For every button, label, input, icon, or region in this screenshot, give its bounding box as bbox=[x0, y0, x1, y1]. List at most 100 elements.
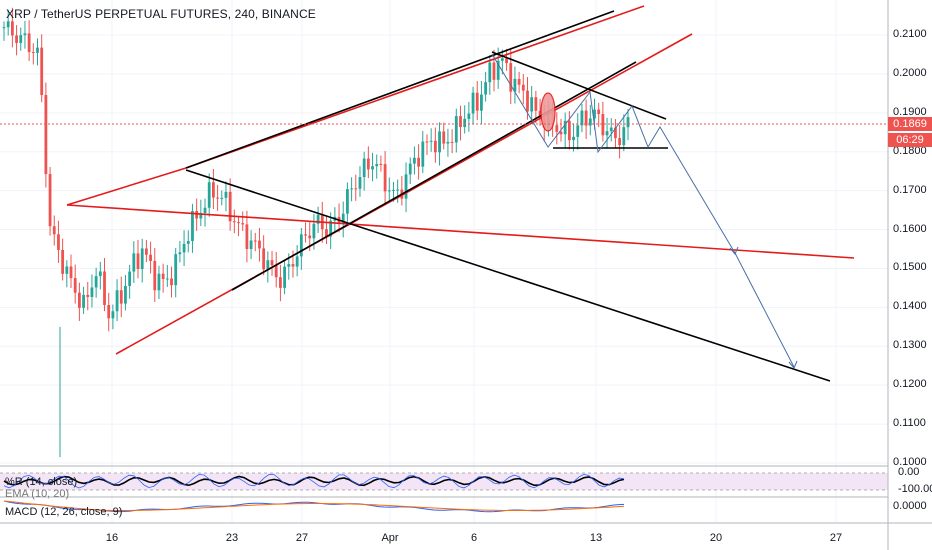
candle-body bbox=[203, 207, 207, 214]
candle-body bbox=[429, 140, 433, 142]
candle-body bbox=[555, 125, 559, 132]
candle-body bbox=[484, 82, 488, 95]
candle-body bbox=[329, 220, 333, 237]
williams-r-panel[interactable] bbox=[0, 465, 888, 491]
candle-body bbox=[153, 260, 157, 291]
candle-body bbox=[57, 234, 60, 250]
countdown-tag: 06:29 bbox=[888, 133, 932, 147]
candle-body bbox=[136, 253, 140, 269]
candle-body bbox=[48, 174, 52, 227]
triangle-upper-line[interactable] bbox=[491, 51, 667, 120]
williams-r-label[interactable]: %R (14, close) bbox=[5, 476, 78, 488]
candle-body bbox=[371, 166, 374, 170]
candle-body bbox=[6, 21, 10, 28]
highlight-ellipse[interactable] bbox=[540, 92, 556, 132]
candle-body bbox=[521, 84, 525, 91]
candle-body bbox=[195, 210, 199, 219]
candle-body bbox=[417, 157, 421, 167]
candle-body bbox=[241, 223, 245, 225]
candle-body bbox=[614, 127, 617, 139]
candle-body bbox=[283, 266, 286, 288]
candle-body bbox=[312, 223, 316, 239]
candle-body bbox=[220, 197, 224, 199]
candle-body bbox=[31, 52, 35, 54]
candle-body bbox=[23, 33, 27, 36]
candle-body bbox=[471, 92, 475, 114]
candle-body bbox=[111, 311, 115, 319]
red-flat-trendline[interactable] bbox=[66, 204, 855, 259]
price-tick-label: 0.1500 bbox=[893, 261, 927, 274]
candle-body bbox=[509, 63, 513, 92]
projection-path[interactable] bbox=[491, 53, 795, 368]
candle-body bbox=[358, 177, 362, 189]
candle-body bbox=[538, 110, 542, 118]
candle-body bbox=[103, 271, 106, 306]
candle-body bbox=[304, 234, 307, 236]
candle-body bbox=[425, 141, 429, 143]
candle-body bbox=[270, 260, 274, 266]
candle-body bbox=[576, 125, 580, 137]
candle-body bbox=[27, 33, 31, 53]
candle-body bbox=[588, 118, 592, 126]
candle-body bbox=[379, 164, 383, 166]
ema-label[interactable]: EMA (10, 20) bbox=[5, 488, 70, 500]
black-upper-trendline[interactable] bbox=[185, 10, 615, 169]
price-tick-label: 0.1200 bbox=[893, 378, 927, 391]
candle-body bbox=[308, 235, 312, 239]
candle-body bbox=[375, 164, 379, 167]
red-pivot-line[interactable] bbox=[66, 167, 187, 206]
macd-panel[interactable] bbox=[0, 496, 888, 513]
arrow-head-2 bbox=[788, 360, 798, 369]
candle-body bbox=[165, 278, 169, 280]
candle-body bbox=[350, 188, 353, 190]
candle-body bbox=[341, 213, 345, 224]
time-tick-label: 27 bbox=[295, 532, 309, 544]
candle-body bbox=[563, 120, 567, 135]
candle-body bbox=[387, 190, 391, 192]
candle-body bbox=[346, 189, 349, 214]
candle-body bbox=[77, 292, 81, 308]
williams-r-tick: -100.00 bbox=[898, 483, 932, 495]
candle-body bbox=[119, 290, 123, 304]
candle-body bbox=[316, 214, 320, 224]
candle-body bbox=[450, 141, 454, 143]
black-lower-trendline[interactable] bbox=[231, 61, 637, 291]
candle-body bbox=[140, 248, 144, 269]
candle-body bbox=[513, 78, 517, 92]
candle-body bbox=[584, 110, 588, 126]
candle-body bbox=[10, 21, 14, 36]
candle-body bbox=[517, 78, 521, 85]
red-upper-trendline[interactable] bbox=[185, 5, 645, 169]
candle-body bbox=[211, 182, 215, 198]
candle-body bbox=[492, 62, 496, 80]
candle-body bbox=[170, 278, 173, 286]
candle-body bbox=[459, 116, 462, 128]
candle-body bbox=[605, 131, 609, 136]
candle-body bbox=[228, 191, 232, 222]
candle-body bbox=[480, 94, 483, 111]
candle-body bbox=[115, 290, 119, 312]
candle-body bbox=[249, 240, 253, 249]
candle-body bbox=[36, 47, 39, 53]
candle-body bbox=[237, 222, 240, 224]
candle-body bbox=[392, 189, 395, 191]
macd-tick: 0.0000 bbox=[893, 500, 927, 512]
candle-body bbox=[580, 110, 584, 126]
candle-body bbox=[413, 157, 416, 164]
red-lower-trendline[interactable] bbox=[115, 33, 693, 355]
candle-body bbox=[626, 117, 630, 128]
candle-body bbox=[572, 136, 575, 141]
macd-label[interactable]: MACD (12, 26, close, 9) bbox=[5, 506, 123, 518]
candle-body bbox=[475, 92, 479, 111]
candle-body bbox=[404, 174, 408, 199]
williams-r-tick: 0.00 bbox=[898, 466, 920, 478]
black-falling-trendline[interactable] bbox=[185, 169, 831, 382]
candle-body bbox=[44, 95, 48, 175]
last-price-tag: 0.1869 bbox=[888, 117, 932, 131]
candle-body bbox=[182, 243, 186, 253]
candle-body bbox=[98, 271, 102, 277]
candle-body bbox=[295, 256, 299, 267]
time-tick-label: 20 bbox=[709, 532, 723, 544]
candle-body bbox=[438, 131, 441, 153]
